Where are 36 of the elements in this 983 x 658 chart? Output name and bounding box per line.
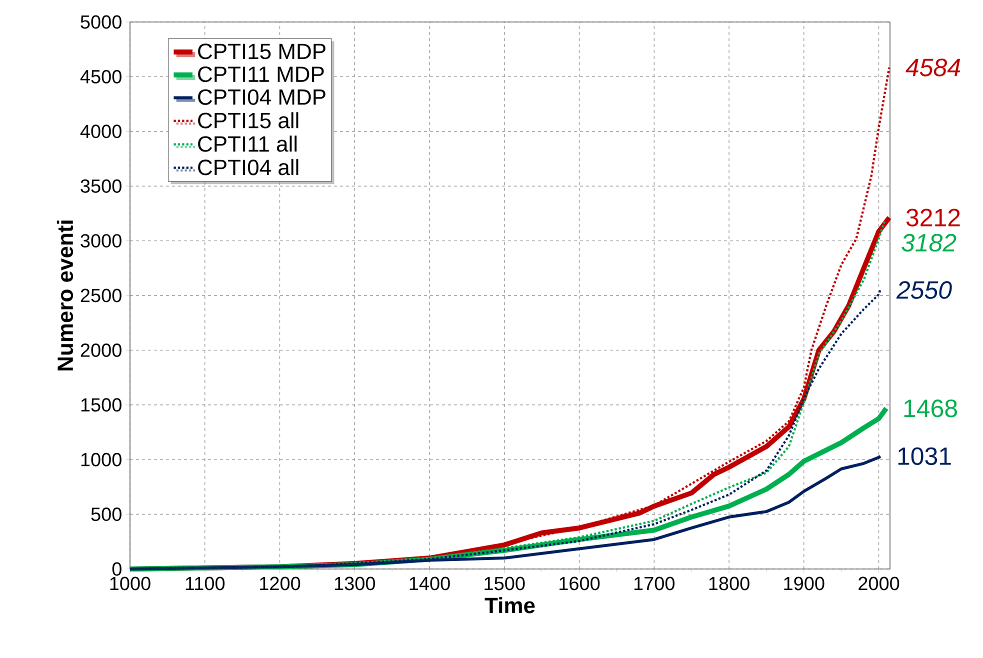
y-tick-label: 500 bbox=[91, 508, 122, 522]
x-tick-label: 1800 bbox=[709, 576, 750, 590]
legend-label: CPTI15 all bbox=[198, 112, 298, 128]
legend-label: CPTI11 all bbox=[198, 136, 297, 152]
y-tick-label: 2000 bbox=[80, 343, 122, 357]
legend-label: CPTI04 all bbox=[198, 159, 298, 176]
y-tick-label: 4000 bbox=[80, 124, 122, 138]
y-tick-label: 3000 bbox=[80, 234, 122, 248]
y-tick-label: 3500 bbox=[80, 179, 122, 193]
y-tick-label: 0 bbox=[112, 562, 122, 576]
y-axis-title: Numero eventi bbox=[56, 220, 74, 370]
legend-label: CPTI11 MDP bbox=[198, 66, 324, 82]
x-tick-label: 1000 bbox=[110, 576, 150, 590]
x-tick-label: 1100 bbox=[186, 576, 225, 590]
x-tick-label: 1600 bbox=[560, 576, 600, 590]
annotation: 3212 bbox=[906, 208, 960, 226]
annotation: 1468 bbox=[904, 400, 957, 418]
x-tick-label: 2000 bbox=[858, 576, 900, 590]
annotation: 1031 bbox=[898, 447, 951, 466]
legend-label: CPTI04 MDP bbox=[198, 89, 326, 105]
y-tick-label: 2500 bbox=[80, 288, 122, 302]
y-tick-label: 1000 bbox=[81, 452, 122, 466]
annotation: 2550 bbox=[896, 281, 952, 299]
y-tick-label: 5000 bbox=[80, 15, 122, 29]
y-tick-label: 1500 bbox=[81, 398, 122, 412]
legend-label: CPTI15 MDP bbox=[198, 44, 326, 60]
x-tick-label: 1500 bbox=[484, 576, 525, 590]
x-tick-label: 1300 bbox=[334, 576, 376, 590]
x-tick-label: 1900 bbox=[784, 576, 824, 590]
x-axis-title: Time bbox=[484, 597, 535, 614]
annotation: 4584 bbox=[906, 58, 960, 76]
x-tick-label: 1700 bbox=[634, 576, 675, 590]
y-tick-label: 4500 bbox=[80, 70, 122, 84]
annotation: 3182 bbox=[902, 234, 956, 252]
x-tick-label: 1200 bbox=[260, 576, 300, 590]
x-tick-label: 1400 bbox=[410, 576, 450, 590]
